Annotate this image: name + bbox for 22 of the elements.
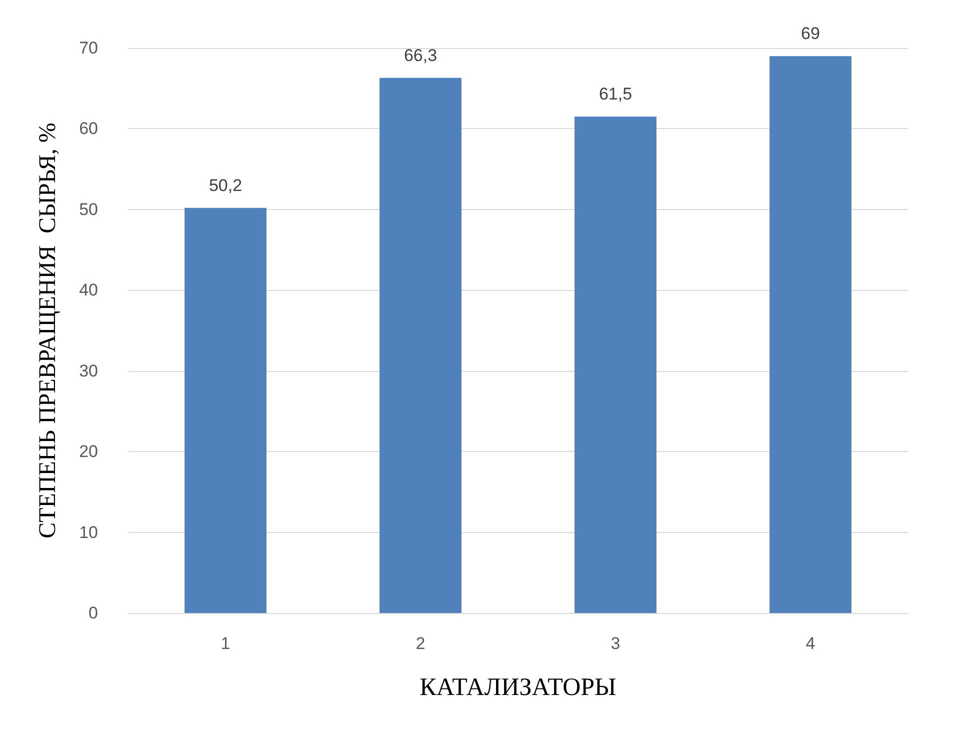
y-axis-title: СТЕПЕНЬ ПРЕВРАЩЕНИЯ СЫРЬЯ, %	[35, 122, 61, 538]
y-tick-label: 10	[79, 522, 98, 542]
y-tick-label: 70	[79, 38, 98, 58]
bar	[184, 208, 266, 613]
x-tick-label: 4	[806, 634, 816, 653]
x-tick-label: 3	[610, 634, 620, 653]
y-tick-label: 30	[79, 361, 98, 380]
data-label: 66,3	[404, 46, 438, 65]
data-label: 50,2	[208, 176, 242, 195]
x-tick-label: 2	[416, 634, 426, 653]
y-tick-label: 50	[79, 200, 98, 219]
bar	[380, 78, 462, 613]
y-tick-label: 20	[79, 442, 98, 462]
x-axis-title: КАТАЛИЗАТОРЫ	[420, 674, 617, 701]
data-label: 69	[801, 24, 820, 44]
data-label: 61,5	[598, 84, 632, 104]
y-tick-label: 0	[88, 604, 98, 622]
x-tick-label: 1	[220, 634, 230, 653]
bar	[770, 56, 852, 613]
bar	[574, 116, 656, 613]
y-tick-label: 60	[79, 119, 98, 138]
y-tick-label: 40	[79, 280, 98, 300]
